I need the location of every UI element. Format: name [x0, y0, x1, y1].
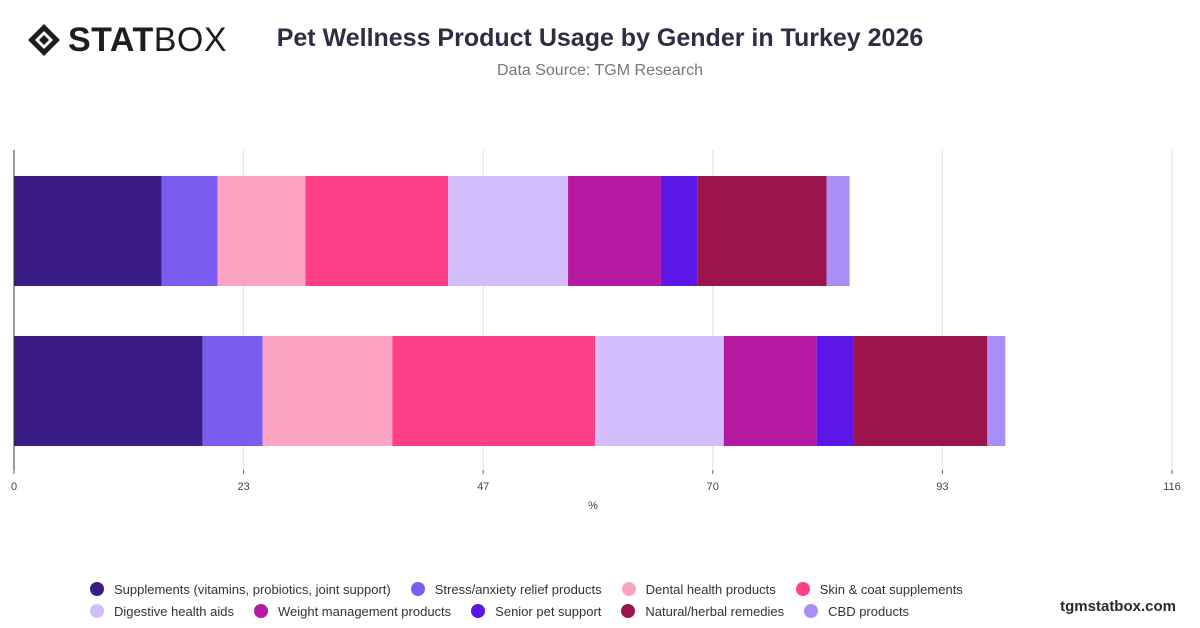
bar-segment: [697, 176, 827, 286]
x-tick-label: 23: [237, 481, 249, 493]
legend-swatch: [253, 604, 268, 618]
legend-swatch: [90, 582, 104, 596]
legend-swatch: [471, 604, 486, 618]
legend-item: Dental health products: [621, 580, 776, 598]
bar-segment: [853, 336, 988, 446]
legend-label: Supplements (vitamins, probiotics, joint…: [114, 581, 391, 597]
bar-segment: [826, 176, 850, 286]
legend-item: Digestive health aids: [90, 602, 234, 620]
legend-item: Senior pet support: [471, 602, 601, 620]
legend-swatch: [90, 604, 104, 618]
bar-segment: [816, 336, 854, 446]
legend-item: Stress/anxiety relief products: [410, 580, 602, 598]
x-tick-label: 116: [1163, 481, 1181, 493]
legend-item: Natural/herbal remedies: [621, 602, 784, 620]
footer-website: tgmstatbox.com: [1060, 598, 1176, 615]
legend-label: Digestive health aids: [114, 603, 234, 619]
legend-swatch: [804, 604, 819, 618]
legend-item: CBD products: [804, 602, 909, 620]
bar-segment: [448, 176, 569, 286]
statbox-logo: STATBOX: [26, 22, 227, 58]
bar-segment: [568, 176, 661, 286]
legend-swatch: [621, 582, 636, 596]
x-tick-label: 47: [477, 481, 489, 493]
bar-segment: [262, 336, 393, 446]
bar-segment: [305, 176, 449, 286]
chart-subtitle: Data Source: TGM Research: [496, 62, 703, 79]
bar-segment: [660, 176, 698, 286]
legend-label: CBD products: [828, 603, 910, 619]
legend-label: Stress/anxiety relief products: [434, 581, 602, 597]
legend-label: Dental health products: [645, 581, 776, 597]
legend-label: Skin & coat supplements: [819, 581, 963, 597]
x-tick-label: 93: [936, 481, 948, 493]
legend-swatch: [795, 582, 810, 596]
legend-swatch: [410, 582, 425, 596]
bar-segment: [14, 336, 203, 446]
bar-segment: [161, 176, 218, 286]
legend-label: Natural/herbal remedies: [645, 603, 785, 619]
bar-segment: [14, 176, 162, 286]
legend-item: Weight management products: [253, 602, 452, 620]
legend-label: Weight management products: [277, 603, 452, 619]
bar-segment: [392, 336, 595, 446]
chart-title: Pet Wellness Product Usage by Gender in …: [276, 24, 924, 52]
bar-segment: [217, 176, 306, 286]
x-tick-label: 0: [11, 481, 17, 493]
legend-item: Skin & coat supplements: [795, 580, 963, 598]
logo-text: STATBOX: [68, 21, 228, 59]
diamond-logo-icon: [28, 24, 60, 56]
chart-legend: Supplements (vitamins, probiotics, joint…: [90, 580, 1120, 620]
x-tick-label: 70: [707, 481, 719, 493]
legend-label: Senior pet support: [495, 603, 602, 619]
x-axis-label: %: [588, 500, 598, 512]
bar-segment: [723, 336, 817, 446]
bar-segment: [202, 336, 263, 446]
bar-segment: [594, 336, 724, 446]
legend-item: Supplements (vitamins, probiotics, joint…: [90, 580, 391, 598]
stacked-bar-chart: 0 23 47 70 93 116%: [11, 150, 1181, 512]
bar-segment: [987, 336, 1006, 446]
legend-swatch: [621, 604, 636, 618]
